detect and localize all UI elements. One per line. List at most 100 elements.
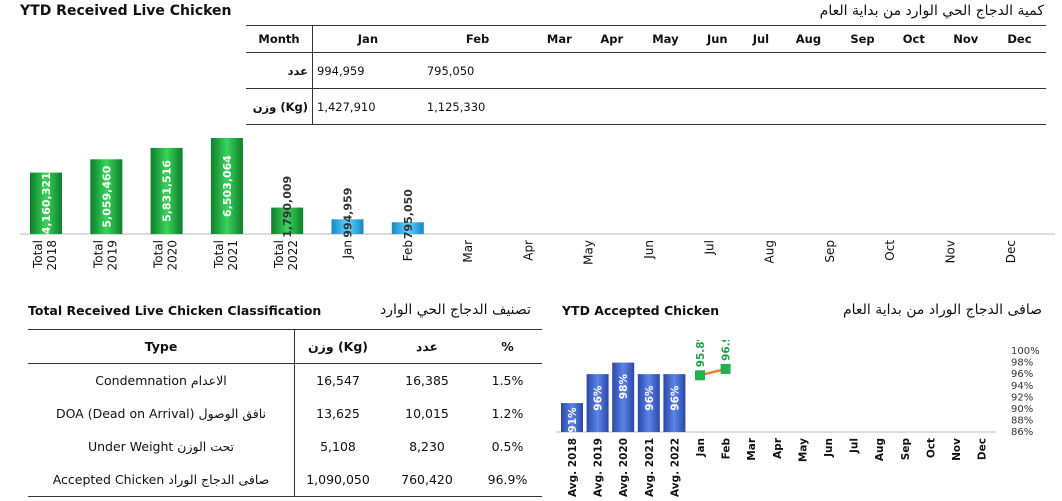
bar-label: 5,059,460 xyxy=(100,165,113,227)
tick-label: Jan xyxy=(695,438,707,457)
month-cell: 1,427,910 xyxy=(312,88,423,125)
tick-label: Total xyxy=(31,240,45,269)
tick-label: Mar xyxy=(461,240,475,263)
tick-label: 2018 xyxy=(45,240,59,271)
bar-total-2022 xyxy=(271,207,304,234)
month-cell: 1,125,330 xyxy=(422,88,533,125)
header-count: عدد xyxy=(381,329,473,364)
month-header-nov: Nov xyxy=(938,25,993,53)
month-header-jul: Jul xyxy=(740,25,782,53)
tick-label: Total xyxy=(272,240,286,269)
tick-label: Mar xyxy=(746,437,758,461)
y-tick-label: 88% xyxy=(1011,416,1033,427)
classification-header: Type وزن (Kg) عدد % xyxy=(28,329,542,364)
month-cell xyxy=(889,52,939,89)
table-row: DOA (Dead on Arrival) نافق الوصول 13,625… xyxy=(28,397,542,430)
month-cell xyxy=(693,52,741,89)
tick-label: Dec xyxy=(1004,240,1018,263)
month-header-may: May xyxy=(637,25,694,53)
bar-avg-2021 xyxy=(637,374,660,432)
tick-label: 2020 xyxy=(166,240,180,271)
month-cell xyxy=(781,52,836,89)
bar-label: 6,503,064 xyxy=(221,155,234,217)
y-tick-label: 92% xyxy=(1011,392,1033,403)
bar-label: 96% xyxy=(669,385,681,411)
bar-avg-2020 xyxy=(612,362,635,432)
table-row: Condemnation الاعدام 16,547 16,385 1.5% xyxy=(28,363,542,397)
tick-label: Total xyxy=(91,240,105,269)
pct-cell: 1.5% xyxy=(491,373,524,388)
tick-label: Jul xyxy=(702,240,716,255)
y-tick-label: 96% xyxy=(1011,369,1033,380)
bar-label: 795,050 xyxy=(402,189,415,239)
month-header-apr: Apr xyxy=(586,25,638,53)
weight-cell: 1,090,050 xyxy=(294,463,381,497)
tick-label: Total xyxy=(152,240,166,269)
month-table: Month Jan Feb Mar Apr May Jun Jul Aug Sep Oct Nov D… xyxy=(246,25,1046,125)
tick-label: Apr xyxy=(521,240,535,261)
top-chart-title-ar: كمية الدجاج الحي الوارد من بداية العام xyxy=(819,3,1044,19)
tick-label: Avg. 2021 xyxy=(644,438,656,497)
point-label: 96.9% xyxy=(721,340,733,361)
row-label: وزن (Kg) xyxy=(246,88,313,125)
month-cell xyxy=(992,52,1046,89)
month-cell: 795,050 xyxy=(422,52,533,89)
weight-cell: 16,547 xyxy=(294,363,381,397)
tick-label: Feb xyxy=(721,438,733,460)
tick-label: Oct xyxy=(925,438,937,458)
bar-total-2018 xyxy=(30,172,62,234)
month-cell xyxy=(637,88,694,125)
pct-cell: 0.5% xyxy=(491,439,524,454)
month-cell xyxy=(693,88,741,125)
month-cell xyxy=(835,88,890,125)
classification-title-ar: تصنيف الدجاج الحي الوارد xyxy=(380,302,531,318)
tick-label: Total xyxy=(212,240,226,269)
top-chart-title: YTD Received Live Chicken xyxy=(20,3,232,19)
bar-label: 1,790,009 xyxy=(281,176,294,238)
bar-feb xyxy=(391,222,424,234)
tick-label: Feb xyxy=(401,240,415,261)
bar-label: 98% xyxy=(618,374,630,400)
month-header-aug: Aug xyxy=(781,25,836,53)
bar-avg-2019 xyxy=(586,374,609,432)
row-label: عدد xyxy=(246,52,313,89)
tick-label: Nov xyxy=(951,438,963,461)
type-cell: Condemnation الاعدام xyxy=(95,373,227,388)
count-cell: 760,420 xyxy=(381,463,473,497)
tick-label: Jul xyxy=(849,438,861,454)
tick-label: Dec xyxy=(977,438,989,460)
tick-label: Aug xyxy=(874,438,886,461)
y-tick-label: 86% xyxy=(1011,427,1033,438)
month-cell xyxy=(781,88,836,125)
month-cell xyxy=(740,88,782,125)
tick-label: Sep xyxy=(900,438,912,461)
month-cell xyxy=(992,88,1046,125)
month-header-jan: Jan xyxy=(311,25,423,53)
table-row: Accepted Chicken صافى الدجاج الوراد 1,09… xyxy=(28,463,542,497)
bar-label: 994,959 xyxy=(342,188,355,238)
month-cell xyxy=(586,52,638,89)
tick-label: Jun xyxy=(642,240,656,260)
header-weight: وزن (Kg) xyxy=(294,329,381,364)
bar-label: 5,831,516 xyxy=(161,160,174,222)
header-pct: % xyxy=(473,329,542,364)
tick-label: Nov xyxy=(944,240,958,263)
classification-title: Total Received Live Chicken Classificati… xyxy=(28,303,322,318)
bar-label: 96% xyxy=(593,385,605,411)
tick-label: 2022 xyxy=(286,240,300,271)
month-header-feb: Feb xyxy=(422,25,533,53)
month-cell xyxy=(938,52,993,89)
y-tick-label: 94% xyxy=(1011,381,1033,392)
tick-label: 2021 xyxy=(226,240,240,271)
type-cell: Under Weight تحت الوزن xyxy=(87,439,235,454)
month-table-header: Month Jan Feb Mar Apr May Jun Jul Aug Sep Oct Nov D… xyxy=(246,25,1046,53)
tick-label: May xyxy=(582,240,596,265)
monthly-point xyxy=(720,363,731,374)
month-cell xyxy=(586,88,638,125)
month-cell xyxy=(835,52,890,89)
monthly-point xyxy=(695,370,705,381)
pct-cell: 96.9% xyxy=(473,463,542,497)
point-label: 95.8% xyxy=(695,340,707,367)
month-table-row-weight: وزن (Kg) 1,427,910 1,125,330 xyxy=(246,88,1046,125)
